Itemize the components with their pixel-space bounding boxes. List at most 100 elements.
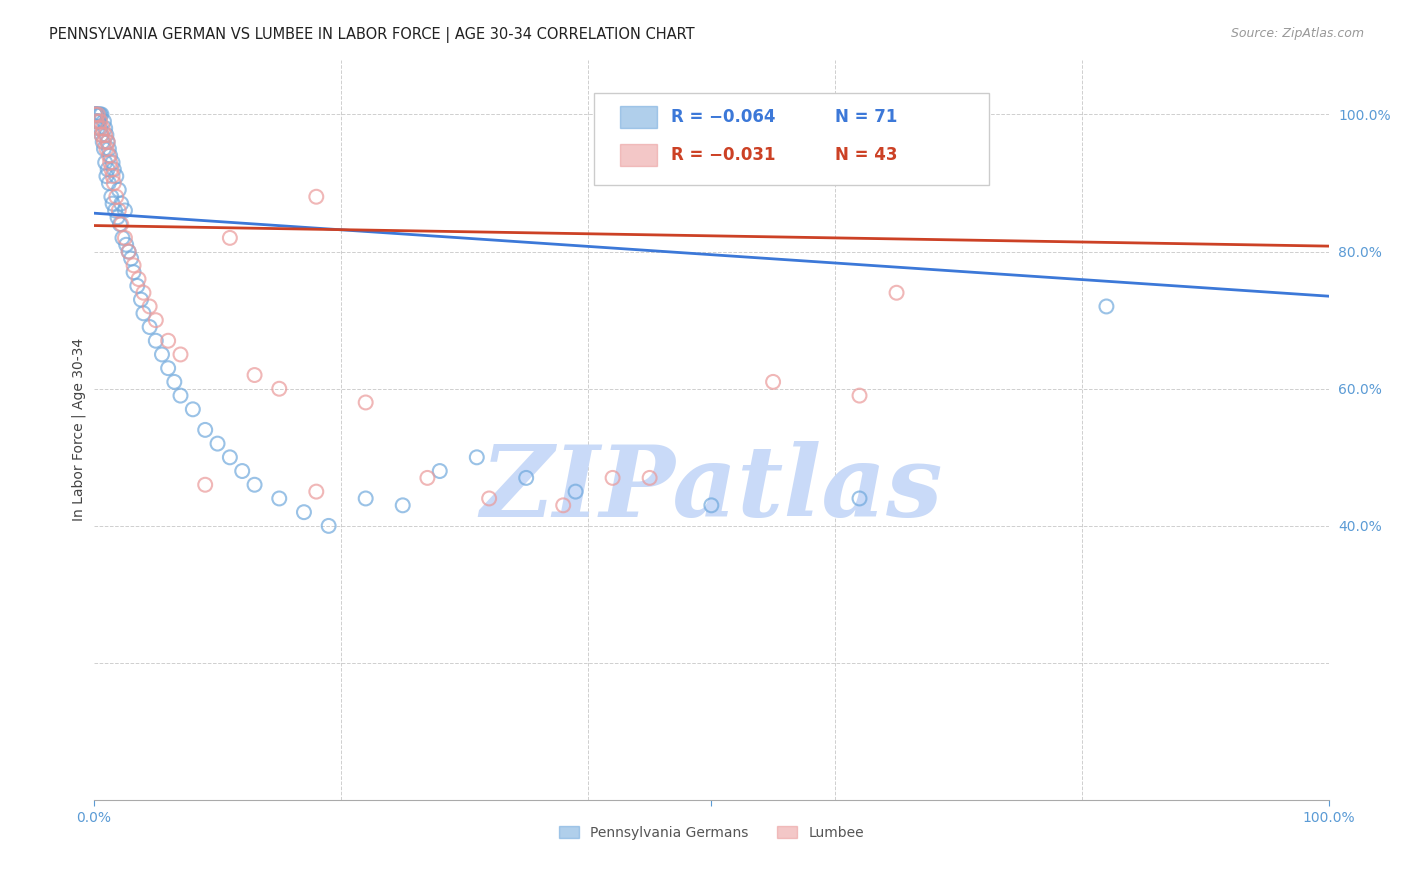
- Point: [97, 135, 120, 149]
- Point: [98, 148, 121, 162]
- Point: [94, 121, 117, 136]
- Point: [114, 203, 136, 218]
- Point: [110, 217, 132, 231]
- Point: [127, 279, 149, 293]
- Point: [94, 128, 117, 142]
- Legend: Pennsylvania Germans, Lumbee: Pennsylvania Germans, Lumbee: [553, 820, 870, 845]
- Point: [97, 162, 120, 177]
- Point: [145, 313, 167, 327]
- Point: [848, 491, 870, 506]
- Point: [354, 395, 377, 409]
- Point: [87, 121, 110, 136]
- Point: [243, 477, 266, 491]
- Point: [97, 148, 120, 162]
- Point: [98, 155, 121, 169]
- Point: [84, 107, 107, 121]
- Point: [86, 107, 108, 121]
- Text: R = −0.064: R = −0.064: [671, 108, 775, 126]
- Text: R = −0.031: R = −0.031: [671, 146, 775, 164]
- Point: [110, 196, 132, 211]
- Point: [269, 491, 291, 506]
- Point: [91, 135, 114, 149]
- Point: [1095, 300, 1118, 314]
- Text: N = 71: N = 71: [835, 108, 897, 126]
- Point: [120, 252, 142, 266]
- Text: PENNSYLVANIA GERMAN VS LUMBEE IN LABOR FORCE | AGE 30-34 CORRELATION CHART: PENNSYLVANIA GERMAN VS LUMBEE IN LABOR F…: [49, 27, 695, 43]
- Point: [150, 347, 173, 361]
- Point: [93, 142, 115, 156]
- Point: [145, 334, 167, 348]
- Point: [101, 155, 124, 169]
- Point: [114, 231, 136, 245]
- Point: [86, 114, 108, 128]
- Point: [87, 121, 110, 136]
- Point: [105, 169, 128, 184]
- Point: [107, 211, 129, 225]
- Point: [103, 162, 125, 177]
- Point: [101, 196, 124, 211]
- Point: [138, 320, 160, 334]
- Point: [97, 142, 120, 156]
- Point: [87, 107, 110, 121]
- Point: [105, 190, 128, 204]
- Y-axis label: In Labor Force | Age 30-34: In Labor Force | Age 30-34: [72, 338, 86, 522]
- Point: [107, 183, 129, 197]
- Point: [169, 389, 191, 403]
- Point: [391, 499, 413, 513]
- Point: [90, 128, 112, 142]
- Point: [169, 347, 191, 361]
- Point: [96, 128, 118, 142]
- Point: [292, 505, 315, 519]
- Point: [89, 114, 111, 128]
- FancyBboxPatch shape: [620, 105, 657, 128]
- Point: [104, 203, 127, 218]
- Point: [564, 484, 586, 499]
- Point: [465, 450, 488, 465]
- Point: [132, 285, 155, 300]
- Point: [243, 368, 266, 382]
- Point: [90, 107, 112, 121]
- Point: [96, 142, 118, 156]
- Point: [93, 114, 115, 128]
- Point: [100, 190, 122, 204]
- Point: [305, 190, 328, 204]
- Point: [84, 107, 107, 121]
- Point: [218, 450, 240, 465]
- Point: [602, 471, 624, 485]
- Point: [700, 499, 723, 513]
- Point: [638, 471, 661, 485]
- Point: [157, 361, 180, 376]
- Point: [87, 107, 110, 121]
- Point: [194, 477, 217, 491]
- Point: [115, 237, 138, 252]
- Point: [100, 162, 122, 177]
- Text: Source: ZipAtlas.com: Source: ZipAtlas.com: [1230, 27, 1364, 40]
- Point: [84, 107, 107, 121]
- Point: [122, 265, 145, 279]
- Point: [354, 491, 377, 506]
- Point: [97, 176, 120, 190]
- Point: [89, 121, 111, 136]
- Text: ZIPatlas: ZIPatlas: [481, 441, 942, 537]
- Point: [318, 519, 340, 533]
- Point: [194, 423, 217, 437]
- Point: [122, 258, 145, 272]
- Point: [107, 203, 129, 218]
- Point: [231, 464, 253, 478]
- Point: [91, 121, 114, 136]
- Point: [111, 231, 134, 245]
- Point: [181, 402, 204, 417]
- Point: [218, 231, 240, 245]
- Point: [157, 334, 180, 348]
- Point: [87, 114, 110, 128]
- Point: [101, 169, 124, 184]
- Point: [93, 135, 115, 149]
- Point: [138, 300, 160, 314]
- Point: [84, 114, 107, 128]
- Point: [94, 155, 117, 169]
- Point: [86, 114, 108, 128]
- Point: [117, 244, 139, 259]
- Point: [117, 244, 139, 259]
- Point: [86, 107, 108, 121]
- Point: [886, 285, 908, 300]
